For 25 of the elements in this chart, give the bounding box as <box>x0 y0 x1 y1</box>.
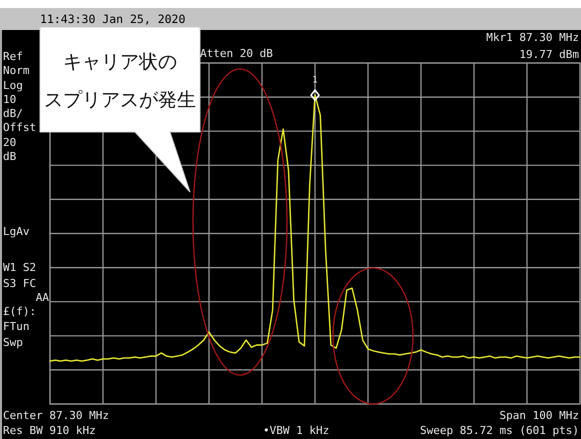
text: Res BW 910 kHz <box>3 424 96 438</box>
text: Ref <box>3 50 23 64</box>
text: AA <box>36 291 50 304</box>
text: Center 87.30 MHz <box>3 409 109 422</box>
text: 10 <box>3 93 16 106</box>
text: LgAv <box>3 225 30 238</box>
text: Offst <box>3 121 36 134</box>
text: S3 FC <box>3 277 36 290</box>
text: Norm <box>3 64 30 78</box>
text: dB/ <box>3 107 23 120</box>
text: FTun <box>3 320 30 334</box>
text: 20 <box>3 136 16 150</box>
text: £(f): <box>3 305 36 318</box>
text: 19.77 dBm <box>519 48 580 62</box>
text: Span 100 MHz <box>500 409 579 422</box>
chart-title: 11:43:30 Jan 25, 2020 <box>40 12 186 26</box>
text: Sweep 85.72 ms (601 pts) <box>420 424 579 438</box>
text: dB <box>3 150 17 164</box>
text: •VBW 1 kHz <box>263 424 330 438</box>
text: Log <box>3 79 23 92</box>
text: Mkr1 87.30 MHz <box>486 31 579 44</box>
text: キャリア状の <box>63 51 177 74</box>
annotation: スプリアスが発生 <box>44 89 196 112</box>
text: W1 S2 <box>3 261 36 274</box>
text: Swp <box>3 336 23 350</box>
